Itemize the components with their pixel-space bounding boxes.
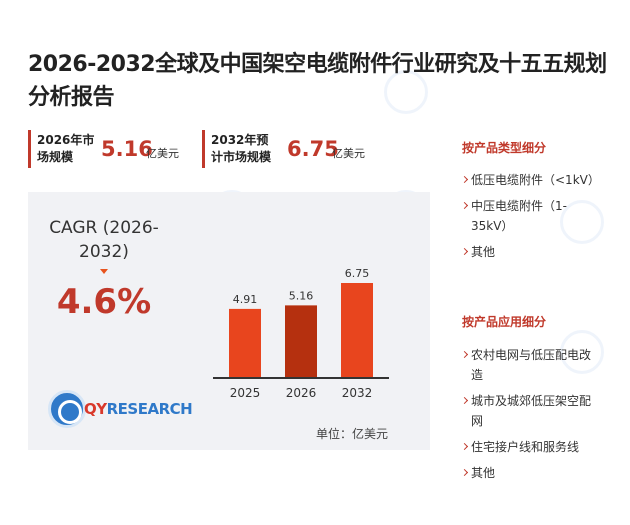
bar-2026 (285, 305, 317, 378)
chart-panel: CAGR (2026-2032) 4.6% 4.91 2025 5.16 2026 6.… (28, 192, 430, 450)
logo-text: QYRESEARCH (84, 400, 193, 418)
stat-market-size-2032: 2032年预计市场规模 6.75 亿美元 (202, 130, 402, 168)
x-tick-label: 2025 (230, 386, 261, 400)
data-label: 4.91 (233, 293, 258, 306)
bar-chart: 4.91 2025 5.16 2026 6.75 2032 (213, 267, 389, 400)
segment-type-list: 低压电缆附件（<1kV） 中压电缆附件（1-35kV） 其他 (462, 170, 602, 268)
list-item: 住宅接户线和服务线 (462, 437, 602, 457)
qyresearch-logo: QYRESEARCH (48, 390, 198, 430)
globe-icon (48, 390, 86, 428)
bar-2032 (341, 283, 373, 378)
stat-unit: 亿美元 (332, 147, 365, 160)
stat-label: 2032年预计市场规模 (211, 133, 272, 164)
segment-application-list: 农村电网与低压配电改造 城市及城郊低压架空配网 住宅接户线和服务线 其他 (462, 345, 602, 489)
stat-unit: 亿美元 (146, 147, 179, 160)
list-item: 农村电网与低压配电改造 (462, 345, 602, 385)
list-item: 低压电缆附件（<1kV） (462, 170, 602, 190)
stat-value: 5.16 (101, 137, 153, 161)
stat-value: 6.75 (287, 137, 339, 161)
data-label: 6.75 (345, 267, 370, 280)
unit-note: 单位：亿美元 (316, 427, 389, 441)
list-item: 中压电缆附件（1-35kV） (462, 196, 602, 236)
page-title: 2026-2032全球及中国架空电缆附件行业研究及十五五规划分析报告 (28, 52, 607, 110)
watermark-logo (384, 70, 428, 114)
triangle-down-icon (100, 269, 108, 274)
cagr-label: CAGR (2026-2032) (49, 218, 159, 262)
list-item: 其他 (462, 242, 602, 262)
segment-type-heading: 按产品类型细分 (462, 141, 547, 155)
list-item: 城市及城郊低压架空配网 (462, 391, 602, 431)
x-tick-label: 2026 (286, 386, 317, 400)
bar-2025 (229, 308, 261, 378)
segment-application-heading: 按产品应用细分 (462, 315, 547, 329)
x-tick-label: 2032 (342, 386, 373, 400)
list-item: 其他 (462, 463, 602, 483)
cagr-value: 4.6% (56, 282, 152, 322)
stat-market-size-2026: 2026年市场规模 5.16 亿美元 (28, 130, 198, 168)
data-label: 5.16 (289, 289, 314, 302)
stat-label: 2026年市场规模 (37, 133, 95, 164)
